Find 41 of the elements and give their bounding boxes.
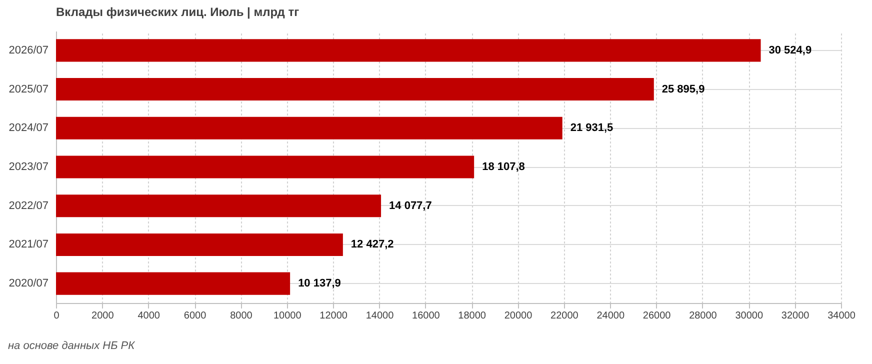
data-label: 21 931,5	[570, 122, 614, 134]
data-label: 14 077,7	[389, 200, 432, 212]
x-tick-label: 8000	[230, 310, 253, 322]
x-tick-label: 26000	[642, 310, 672, 322]
x-tick-label: 4000	[138, 310, 160, 322]
x-tick-label: 0	[54, 310, 60, 322]
bar	[56, 116, 562, 140]
data-label: 10 137,9	[298, 278, 341, 290]
x-tick-label: 24000	[596, 310, 625, 322]
x-tick-label: 20000	[504, 310, 533, 322]
x-tick-label: 32000	[781, 310, 810, 322]
y-tick-label: 2025/07	[8, 83, 48, 96]
x-tick-label: 10000	[273, 310, 302, 322]
data-label: 30 524,9	[768, 44, 812, 56]
x-tick-label: 12000	[320, 310, 348, 322]
bar	[56, 194, 382, 218]
bar	[56, 39, 761, 62]
x-tick-label: 14000	[366, 310, 394, 322]
bar	[56, 78, 654, 101]
y-tick-label: 2022/07	[8, 200, 48, 212]
bar	[56, 272, 290, 295]
x-tick-label: 2000	[92, 310, 114, 322]
data-label: 25 895,9	[662, 83, 705, 96]
y-tick-label: 2021/07	[8, 238, 48, 251]
x-tick-label: 30000	[735, 310, 764, 322]
y-tick-label: 2020/07	[8, 278, 48, 290]
x-tick-label: 34000	[828, 310, 856, 322]
x-tick-label: 28000	[689, 310, 718, 322]
x-tick-label: 18000	[458, 310, 486, 322]
x-tick-label: 6000	[184, 310, 207, 322]
text: на основе данных НБ РК	[8, 340, 135, 352]
x-tick-label: 16000	[412, 310, 440, 322]
chart-title: Вклады физических лиц. Июль | млрд тг	[56, 5, 300, 19]
data-label: 18 107,8	[482, 161, 525, 173]
y-tick-label: 2024/07	[8, 122, 48, 134]
data-label: 12 427,2	[350, 238, 394, 251]
bar	[56, 233, 343, 256]
y-tick-label: 2023/07	[8, 161, 48, 173]
y-tick-label: 2026/07	[8, 44, 48, 56]
bar	[56, 156, 474, 178]
x-tick-label: 22000	[550, 310, 579, 322]
